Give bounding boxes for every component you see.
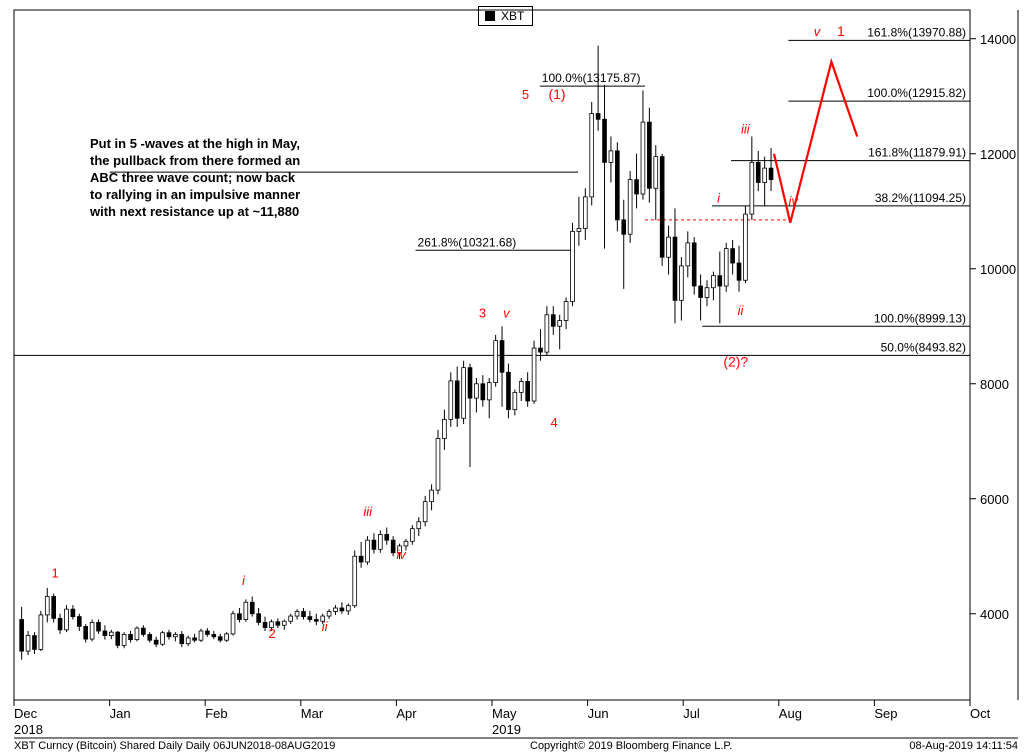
footer-center: Copyright© 2019 Bloomberg Finance L.P. xyxy=(530,740,732,752)
svg-text:Feb: Feb xyxy=(205,706,227,721)
svg-text:1: 1 xyxy=(51,566,58,581)
svg-text:(2)?: (2)? xyxy=(723,354,748,370)
svg-text:4000: 4000 xyxy=(980,607,1009,622)
svg-text:May: May xyxy=(492,706,517,721)
svg-text:3: 3 xyxy=(479,306,486,321)
svg-text:Apr: Apr xyxy=(396,706,417,721)
svg-text:8000: 8000 xyxy=(980,377,1009,392)
svg-text:161.8%(13970.88): 161.8%(13970.88) xyxy=(867,25,966,39)
svg-text:iv: iv xyxy=(788,194,799,209)
svg-text:2018: 2018 xyxy=(14,722,43,737)
svg-text:5: 5 xyxy=(522,87,529,102)
svg-text:iv: iv xyxy=(396,547,407,562)
svg-text:Aug: Aug xyxy=(779,706,802,721)
svg-text:1: 1 xyxy=(837,23,845,39)
svg-text:4: 4 xyxy=(551,415,558,430)
svg-text:2: 2 xyxy=(269,626,276,641)
svg-text:261.8%(10321.68): 261.8%(10321.68) xyxy=(418,235,517,249)
legend-label: XBT xyxy=(501,9,524,23)
chart-legend: XBT xyxy=(478,6,533,26)
footer-right: 08-Aug-2019 14:11:54 xyxy=(909,740,1018,752)
svg-text:50.0%(8493.82): 50.0%(8493.82) xyxy=(881,340,966,354)
svg-text:100.0%(8999.13): 100.0%(8999.13) xyxy=(874,311,966,325)
svg-text:Sep: Sep xyxy=(874,706,897,721)
svg-text:i: i xyxy=(717,191,721,206)
svg-text:(1): (1) xyxy=(548,86,565,102)
svg-text:14000: 14000 xyxy=(980,32,1016,47)
svg-text:12000: 12000 xyxy=(980,147,1016,162)
chart-container: 4000 6000 8000 10000 12000 14000 Dec Jan Feb Mar A… xyxy=(0,0,1024,756)
svg-text:10000: 10000 xyxy=(980,262,1016,277)
svg-text:ii: ii xyxy=(322,619,329,634)
svg-text:Mar: Mar xyxy=(301,706,324,721)
legend-square-icon xyxy=(485,11,495,21)
svg-text:iii: iii xyxy=(741,122,751,137)
svg-text:Oct: Oct xyxy=(970,706,991,721)
svg-text:100.0%(12915.82): 100.0%(12915.82) xyxy=(867,86,966,100)
svg-text:2019: 2019 xyxy=(492,722,521,737)
svg-text:Jan: Jan xyxy=(110,706,131,721)
svg-text:iii: iii xyxy=(363,504,373,519)
svg-text:38.2%(11094.25): 38.2%(11094.25) xyxy=(875,191,966,205)
svg-text:v: v xyxy=(503,306,511,321)
svg-text:i: i xyxy=(242,573,246,588)
footer-left: XBT Curncy (Bitcoin) Shared Daily Daily … xyxy=(14,740,335,752)
svg-text:Jun: Jun xyxy=(588,706,609,721)
svg-text:100.0%(13175.87): 100.0%(13175.87) xyxy=(542,71,641,85)
chart-annotation: Put in 5 -waves at the high in May,the p… xyxy=(90,136,300,220)
svg-text:ii: ii xyxy=(738,303,745,318)
svg-text:Jul: Jul xyxy=(683,706,700,721)
svg-text:v: v xyxy=(814,24,822,39)
chart-svg: 4000 6000 8000 10000 12000 14000 Dec Jan Feb Mar A… xyxy=(0,0,1024,756)
svg-text:Dec: Dec xyxy=(14,706,38,721)
svg-text:161.8%(11879.91): 161.8%(11879.91) xyxy=(868,146,966,160)
svg-text:6000: 6000 xyxy=(980,492,1009,507)
